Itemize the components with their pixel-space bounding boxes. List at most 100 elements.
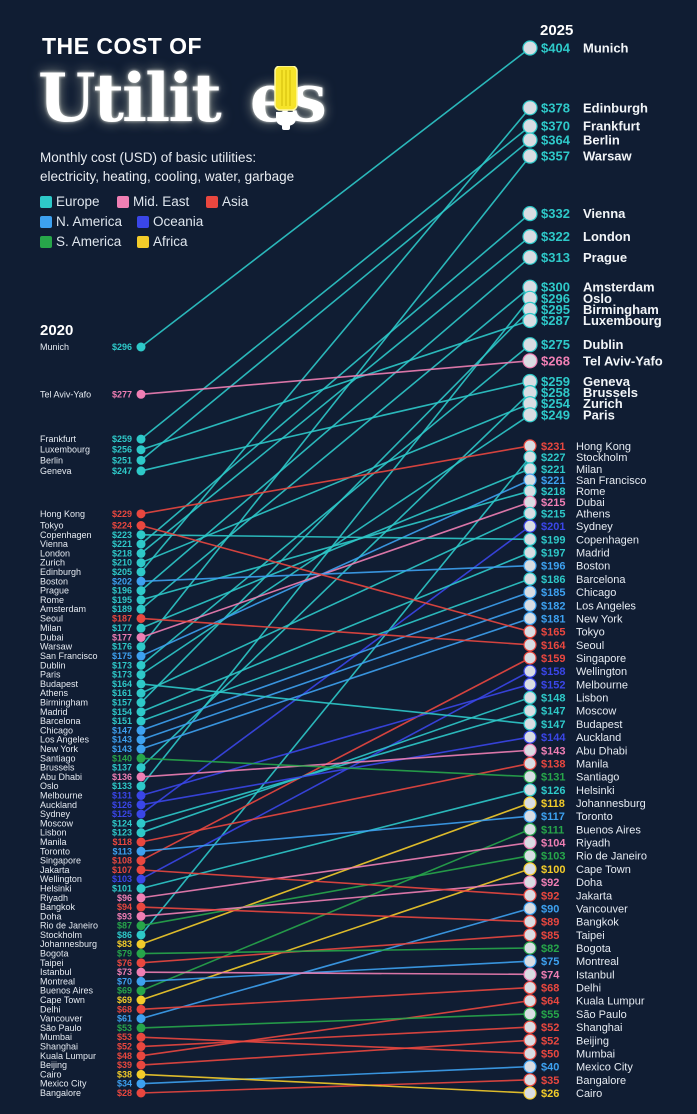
dot-2020 [136, 670, 146, 680]
legend-label: Oceania [153, 214, 204, 229]
city-label-2020: Birmingham [40, 698, 88, 708]
slope-line [140, 670, 531, 880]
city-label-2025: São Paulo [576, 1009, 627, 1021]
title-line-2: Utilites [38, 58, 327, 138]
dot-2020 [136, 939, 146, 949]
dot-2020 [136, 976, 146, 986]
value-label-2020: $73 [117, 967, 132, 977]
value-label-2020: $34 [117, 1079, 132, 1089]
city-label-2025: Shanghai [576, 1022, 623, 1034]
flag-icon [523, 677, 537, 691]
value-label-2025: $300 [541, 280, 570, 295]
slope-line [140, 380, 531, 472]
value-label-2020: $189 [112, 604, 132, 614]
city-label-2025: Bogota [576, 943, 612, 955]
flag-icon [523, 796, 537, 810]
value-label-2025: $370 [541, 119, 570, 134]
value-label-2020: $68 [117, 1004, 132, 1014]
slope-line [140, 789, 531, 890]
city-label-2025: Tel Aviv-Yafo [583, 353, 663, 368]
dot-2020 [136, 967, 146, 977]
value-label-2025: $40 [541, 1062, 559, 1074]
city-label-2020: Boston [40, 576, 68, 586]
city-label-2025: Melbourne [576, 679, 628, 691]
value-label-2020: $296 [112, 342, 132, 352]
city-label-2025: San Francisco [576, 475, 646, 487]
value-label-2020: $123 [112, 828, 132, 838]
city-label-2025: Sydney [576, 521, 613, 533]
slope-line [140, 881, 531, 918]
value-label-2025: $159 [541, 653, 565, 665]
flag-icon [522, 132, 538, 148]
city-label-2020: Cape Town [40, 995, 85, 1005]
value-label-2025: $404 [541, 41, 571, 56]
slope-line [140, 749, 531, 778]
flag-icon [523, 717, 537, 731]
flag-icon [523, 704, 537, 718]
legend-swatch [137, 215, 149, 228]
value-label-2025: $50 [541, 1048, 559, 1060]
city-label-2025: Vancouver [576, 903, 628, 915]
flag-icon [523, 585, 537, 599]
flag-icon [523, 1086, 537, 1100]
city-label-2025: Milan [576, 464, 602, 476]
city-label-2020: Munich [40, 342, 69, 352]
flag-icon [523, 439, 537, 453]
city-label-2020: Istanbul [40, 967, 72, 977]
slope-line [140, 617, 531, 646]
city-label-2025: Dublin [583, 337, 623, 352]
value-label-2025: $92 [541, 890, 559, 902]
value-label-2020: $251 [112, 455, 132, 465]
flag-icon [523, 888, 537, 902]
dot-2020 [136, 800, 146, 810]
flag-icon [523, 1073, 537, 1087]
value-label-2020: $151 [112, 716, 132, 726]
value-label-2025: $52 [541, 1035, 559, 1047]
value-label-2020: $140 [112, 753, 132, 763]
city-label-2025: Zurich [583, 396, 623, 411]
value-label-2025: $275 [541, 337, 570, 352]
title-line-1: THE COST OF [42, 33, 203, 59]
value-label-2020: $195 [112, 595, 132, 605]
city-label-2025: Wellington [576, 666, 627, 678]
value-label-2025: $221 [541, 464, 565, 476]
legend-swatch [137, 235, 149, 248]
value-label-2025: $181 [541, 613, 565, 625]
dot-2020 [136, 790, 146, 800]
city-label-2025: Toronto [576, 811, 613, 823]
value-label-2020: $177 [112, 632, 132, 642]
value-label-2020: $53 [117, 1032, 132, 1042]
value-label-2020: $79 [117, 949, 132, 959]
city-label-2025: Edinburgh [583, 100, 648, 115]
slope-line [140, 1039, 531, 1066]
subtitle: Monthly cost (USD) of basic utilities: e… [40, 148, 360, 186]
city-label-2025: Rome [576, 486, 605, 498]
value-label-2025: $144 [541, 732, 566, 744]
city-label-2020: Buenos Aires [40, 986, 94, 996]
flag-icon [523, 941, 537, 955]
flag-icon [523, 954, 537, 968]
city-label-2020: Brussels [40, 763, 75, 773]
dot-2020 [136, 846, 146, 856]
city-label-2020: Sydney [40, 809, 71, 819]
city-label-2020: Amsterdam [40, 604, 86, 614]
dot-2020 [136, 995, 146, 1005]
value-label-2025: $52 [541, 1022, 559, 1034]
value-label-2025: $296 [541, 291, 570, 306]
legend-item-asia: Asia [206, 194, 248, 209]
slope-line [140, 1026, 531, 1048]
city-label-2025: Beijing [576, 1035, 609, 1047]
slope-line [140, 591, 531, 732]
city-label-2020: Mexico City [40, 1079, 87, 1089]
value-label-2020: $94 [117, 902, 132, 912]
value-label-2025: $147 [541, 706, 565, 718]
value-label-2020: $52 [117, 1042, 132, 1052]
slope-line [140, 564, 531, 583]
city-label-2025: Singapore [576, 653, 626, 665]
city-label-2020: Auckland [40, 800, 77, 810]
value-label-2025: $322 [541, 229, 570, 244]
value-label-2025: $35 [541, 1075, 559, 1087]
city-label-2020: Melbourne [40, 790, 83, 800]
slope-line [140, 1065, 531, 1085]
year-2020-label: 2020 [40, 322, 74, 339]
